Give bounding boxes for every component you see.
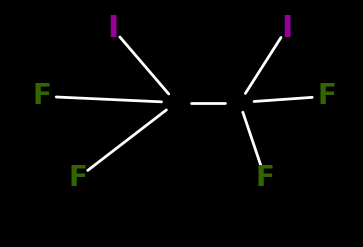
Text: I: I xyxy=(281,14,293,43)
Text: F: F xyxy=(69,164,87,192)
Text: F: F xyxy=(32,82,51,110)
Text: F: F xyxy=(317,82,336,110)
Text: F: F xyxy=(256,164,274,192)
Text: I: I xyxy=(107,14,118,43)
